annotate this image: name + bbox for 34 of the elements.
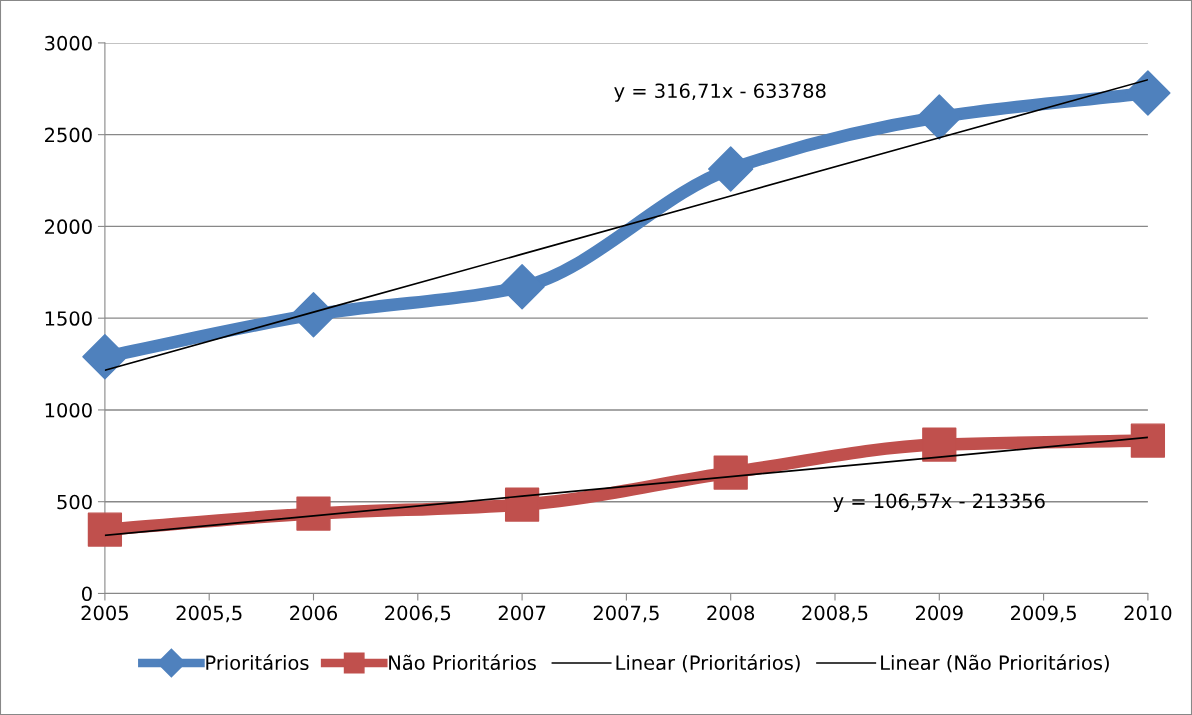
x-tick-label: 2007 bbox=[498, 605, 546, 621]
y-tick-label: 2000 bbox=[45, 219, 92, 235]
y-tick-label: 2500 bbox=[45, 127, 92, 143]
y-tick-label: 1000 bbox=[45, 402, 92, 418]
x-tick-label: 2005,5 bbox=[176, 605, 242, 623]
x-tick-label: 2006 bbox=[290, 605, 338, 621]
point bbox=[922, 427, 957, 462]
x-tick-label: 2008 bbox=[707, 605, 755, 621]
point bbox=[87, 512, 123, 547]
y-tick-label: 3000 bbox=[45, 35, 92, 51]
x-tick-label: 2009,5 bbox=[1011, 605, 1076, 623]
y-tick-label: 0 bbox=[82, 586, 92, 602]
x-tick-label: 2005 bbox=[81, 605, 128, 621]
x-tick-label: 2007,5 bbox=[593, 605, 659, 623]
point bbox=[1130, 423, 1166, 458]
point bbox=[504, 487, 540, 522]
point bbox=[499, 264, 545, 310]
legend-label: Linear (Não Prioritários) bbox=[881, 654, 1109, 673]
legend-label: Linear (Prioritários) bbox=[616, 654, 800, 673]
x-tick-label: 2008,5 bbox=[802, 605, 868, 623]
annotation: y = 316,71x - 633788 bbox=[614, 83, 826, 102]
point bbox=[916, 94, 962, 140]
x-tick-label: 2006,5 bbox=[385, 605, 451, 623]
legend-label: Prioritários bbox=[206, 654, 309, 671]
x-tick-label: 2010 bbox=[1124, 605, 1172, 621]
point bbox=[82, 334, 128, 380]
point bbox=[296, 496, 331, 531]
y-tick-label: 1500 bbox=[45, 311, 92, 326]
x-tick-label: 2009 bbox=[915, 605, 963, 621]
y-tick-label: 500 bbox=[57, 494, 92, 510]
point bbox=[713, 455, 748, 490]
point bbox=[708, 146, 754, 192]
legend-label: Não Prioritários bbox=[389, 654, 536, 671]
annotation: y = 106,57x - 213356 bbox=[833, 493, 1045, 513]
